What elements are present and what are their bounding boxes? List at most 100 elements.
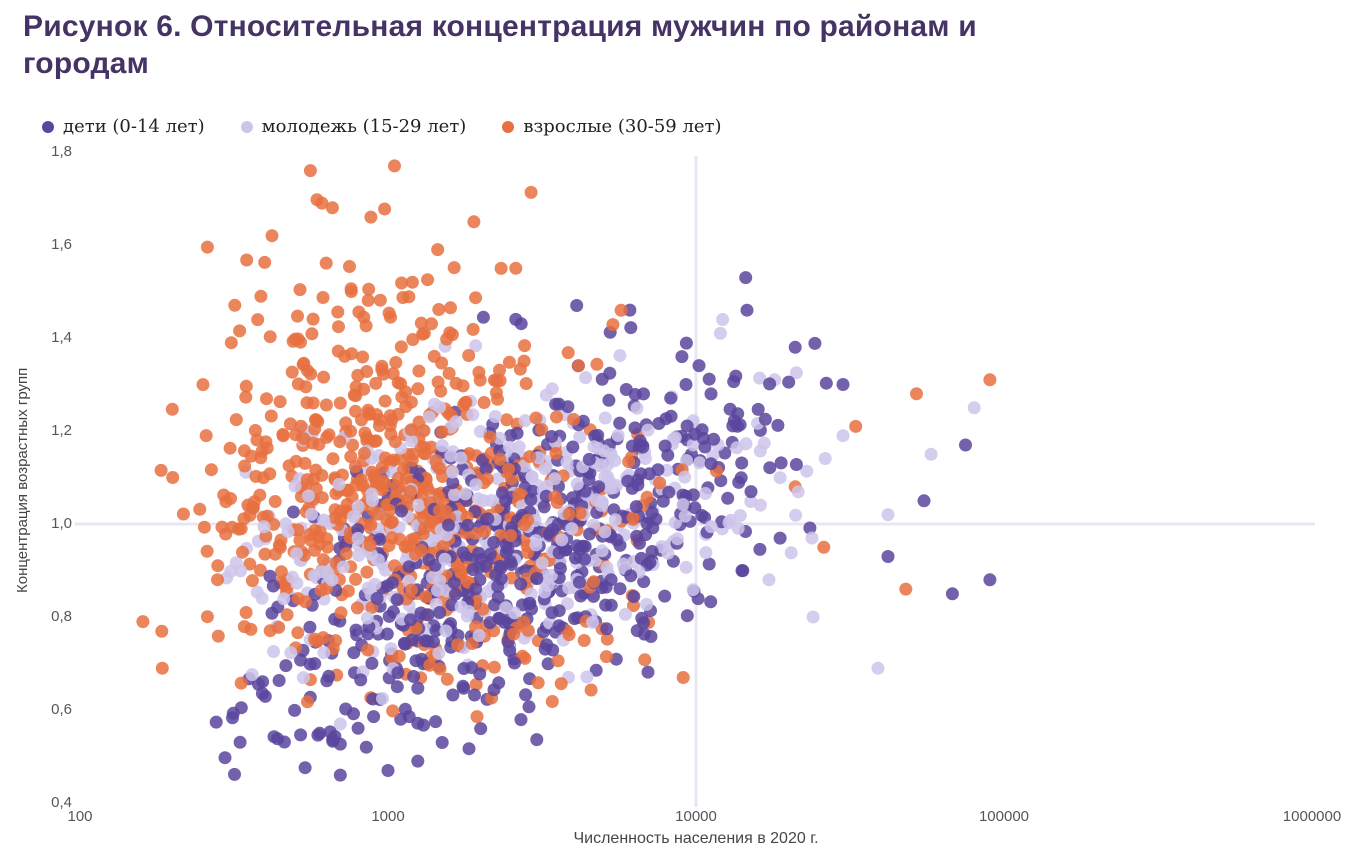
data-point[interactable] <box>361 403 375 417</box>
data-point[interactable] <box>600 622 614 636</box>
data-point[interactable] <box>630 529 644 543</box>
data-point[interactable] <box>646 521 660 535</box>
data-point[interactable] <box>917 494 931 508</box>
data-point[interactable] <box>197 520 211 534</box>
data-point[interactable] <box>154 463 168 477</box>
data-point[interactable] <box>286 505 300 519</box>
data-point[interactable] <box>390 593 404 607</box>
data-point[interactable] <box>704 520 718 534</box>
data-point[interactable] <box>272 674 286 687</box>
data-point[interactable] <box>228 298 242 312</box>
data-point[interactable] <box>565 522 579 536</box>
data-point[interactable] <box>499 601 513 615</box>
data-point[interactable] <box>466 408 480 422</box>
data-point[interactable] <box>239 379 253 393</box>
data-point[interactable] <box>368 434 382 448</box>
data-point[interactable] <box>472 546 486 560</box>
data-point[interactable] <box>473 425 487 438</box>
data-point[interactable] <box>404 613 417 627</box>
data-point[interactable] <box>280 608 294 622</box>
data-point[interactable] <box>253 563 267 577</box>
data-point[interactable] <box>446 476 460 490</box>
data-point[interactable] <box>386 367 400 381</box>
data-point[interactable] <box>279 659 293 673</box>
data-point[interactable] <box>267 730 281 744</box>
data-point[interactable] <box>504 558 518 571</box>
data-point[interactable] <box>217 488 231 502</box>
data-point[interactable] <box>552 619 566 633</box>
data-point[interactable] <box>435 356 449 370</box>
data-point[interactable] <box>735 456 749 470</box>
data-point[interactable] <box>343 260 356 273</box>
scatter-points[interactable] <box>136 159 997 782</box>
data-point[interactable] <box>288 332 302 346</box>
data-point[interactable] <box>540 638 554 652</box>
data-point[interactable] <box>361 293 375 307</box>
data-point[interactable] <box>763 461 777 475</box>
data-point[interactable] <box>294 728 308 742</box>
data-point[interactable] <box>406 333 420 346</box>
data-point[interactable] <box>296 671 310 685</box>
data-point[interactable] <box>440 672 454 686</box>
data-point[interactable] <box>258 547 272 561</box>
data-point[interactable] <box>552 604 566 618</box>
data-point[interactable] <box>301 489 315 503</box>
data-point[interactable] <box>390 480 403 493</box>
data-point[interactable] <box>653 476 667 490</box>
data-point[interactable] <box>354 673 368 687</box>
data-point[interactable] <box>627 590 641 603</box>
data-point[interactable] <box>641 423 655 437</box>
data-point[interactable] <box>200 544 214 558</box>
data-point[interactable] <box>399 400 413 414</box>
data-point[interactable] <box>357 446 371 460</box>
data-point[interactable] <box>306 436 319 450</box>
data-point[interactable] <box>211 559 225 573</box>
data-point[interactable] <box>451 629 465 642</box>
data-point[interactable] <box>983 573 997 587</box>
data-point[interactable] <box>638 653 652 667</box>
data-point[interactable] <box>288 703 302 717</box>
data-point[interactable] <box>836 378 850 391</box>
data-point[interactable] <box>251 313 265 327</box>
data-point[interactable] <box>881 508 895 522</box>
data-point[interactable] <box>308 422 322 436</box>
data-point[interactable] <box>223 441 237 455</box>
data-point[interactable] <box>339 547 353 561</box>
data-point[interactable] <box>881 550 895 563</box>
data-point[interactable] <box>332 320 345 334</box>
data-point[interactable] <box>165 402 179 416</box>
data-point[interactable] <box>699 546 713 560</box>
data-point[interactable] <box>549 397 563 411</box>
data-point[interactable] <box>491 579 505 593</box>
data-point[interactable] <box>713 326 727 340</box>
data-point[interactable] <box>338 349 352 363</box>
data-point[interactable] <box>199 429 213 443</box>
data-point[interactable] <box>431 583 444 597</box>
data-point[interactable] <box>412 498 426 512</box>
data-point[interactable] <box>508 656 521 670</box>
data-point[interactable] <box>386 704 400 718</box>
data-point[interactable] <box>624 569 638 583</box>
data-point[interactable] <box>503 440 517 454</box>
data-point[interactable] <box>451 638 465 652</box>
data-point[interactable] <box>155 624 169 638</box>
data-point[interactable] <box>469 678 483 691</box>
data-point[interactable] <box>611 428 625 442</box>
data-point[interactable] <box>263 330 277 344</box>
data-point[interactable] <box>530 733 544 747</box>
data-point[interactable] <box>407 670 421 683</box>
data-point[interactable] <box>326 452 340 466</box>
data-point[interactable] <box>309 413 322 427</box>
data-point[interactable] <box>291 523 305 537</box>
data-point[interactable] <box>583 527 597 541</box>
data-point[interactable] <box>411 754 425 768</box>
data-point[interactable] <box>693 456 706 470</box>
data-point[interactable] <box>680 419 694 433</box>
data-point[interactable] <box>782 375 796 389</box>
data-point[interactable] <box>375 460 389 474</box>
data-point[interactable] <box>351 531 365 545</box>
data-point[interactable] <box>788 340 802 354</box>
data-point[interactable] <box>196 378 210 392</box>
data-point[interactable] <box>521 623 535 637</box>
data-point[interactable] <box>293 533 307 547</box>
